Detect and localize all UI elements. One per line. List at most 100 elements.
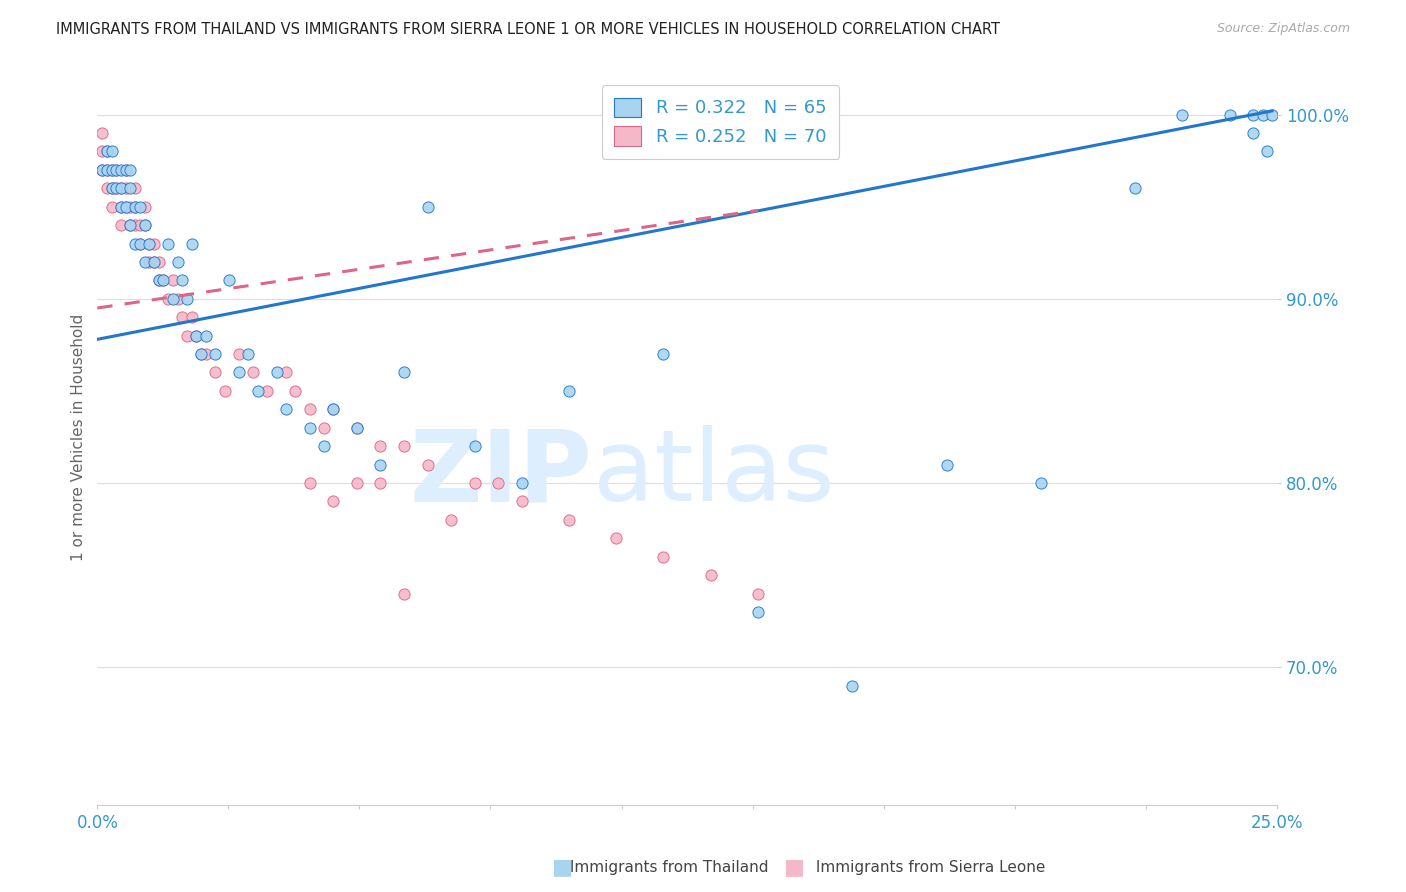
Point (298, 402, 321, 417)
Point (91, 162, 114, 177)
Point (486, 475, 509, 490)
Point (605, 531, 627, 545)
Point (105, 181, 128, 195)
Point (166, 292, 188, 306)
Point (110, 181, 132, 195)
Point (274, 402, 297, 417)
Point (114, 200, 136, 214)
Point (120, 181, 142, 195)
Point (370, 458, 392, 472)
Point (228, 366, 250, 380)
Point (114, 162, 136, 177)
Point (138, 236, 160, 251)
Point (370, 439, 392, 453)
Point (148, 273, 170, 287)
Point (440, 513, 463, 527)
Point (157, 236, 180, 251)
Point (186, 328, 208, 343)
Point (110, 200, 132, 214)
Point (162, 292, 184, 306)
Point (180, 236, 202, 251)
Point (322, 494, 344, 508)
Point (242, 366, 264, 380)
Point (392, 586, 415, 600)
Point (392, 439, 415, 453)
Point (312, 421, 335, 435)
Point (699, 568, 721, 582)
Point (510, 475, 533, 490)
Point (100, 162, 122, 177)
Text: Source: ZipAtlas.com: Source: ZipAtlas.com (1216, 22, 1350, 36)
Point (110, 181, 132, 195)
Point (100, 181, 122, 195)
Point (128, 236, 150, 251)
Point (747, 605, 769, 619)
Point (96, 145, 118, 159)
Point (180, 310, 202, 325)
Point (114, 181, 136, 195)
Point (312, 439, 335, 453)
Text: ZIP: ZIP (409, 425, 593, 523)
Point (1251, 107, 1274, 121)
Point (134, 218, 156, 232)
Point (256, 384, 278, 398)
Point (346, 421, 368, 435)
Point (91, 162, 114, 177)
Point (266, 366, 288, 380)
Point (346, 421, 368, 435)
Point (152, 273, 174, 287)
Point (162, 273, 184, 287)
Point (124, 218, 146, 232)
Point (148, 255, 170, 269)
Point (190, 347, 212, 361)
Point (218, 273, 240, 287)
Point (166, 255, 188, 269)
Point (105, 162, 128, 177)
Point (1256, 145, 1278, 159)
Point (114, 162, 136, 177)
Point (298, 475, 321, 490)
Point (194, 328, 217, 343)
Text: Immigrants from Sierra Leone: Immigrants from Sierra Leone (811, 860, 1046, 874)
Point (935, 458, 957, 472)
Point (148, 273, 170, 287)
Point (558, 384, 581, 398)
Point (124, 200, 146, 214)
Point (114, 200, 136, 214)
Text: ■: ■ (553, 857, 572, 877)
Point (370, 475, 392, 490)
Point (1171, 107, 1194, 121)
Point (172, 273, 194, 287)
Point (558, 513, 581, 527)
Point (105, 162, 128, 177)
Point (464, 475, 486, 490)
Point (274, 366, 297, 380)
Point (91, 145, 114, 159)
Point (124, 200, 146, 214)
Point (298, 421, 321, 435)
Point (143, 236, 166, 251)
Text: ■: ■ (785, 857, 804, 877)
Point (110, 200, 132, 214)
Point (100, 181, 122, 195)
Point (110, 218, 132, 232)
Point (128, 236, 150, 251)
Point (96, 162, 118, 177)
Point (120, 162, 142, 177)
Point (128, 200, 150, 214)
Point (1241, 126, 1264, 140)
Point (128, 218, 150, 232)
Point (747, 586, 769, 600)
Text: atlas: atlas (593, 425, 834, 523)
Point (157, 292, 180, 306)
Point (1241, 107, 1264, 121)
Point (284, 384, 307, 398)
Point (124, 181, 146, 195)
Point (190, 347, 212, 361)
Point (510, 494, 533, 508)
Point (120, 200, 142, 214)
Point (238, 347, 260, 361)
Text: Immigrants from Thailand: Immigrants from Thailand (565, 860, 769, 874)
Point (1219, 107, 1241, 121)
Point (96, 162, 118, 177)
